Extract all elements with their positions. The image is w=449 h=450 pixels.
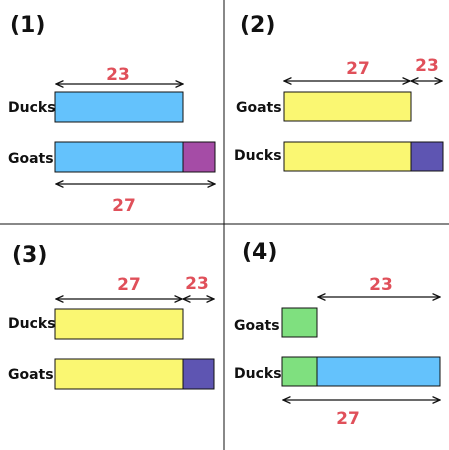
panel-4: (4) 23 Goats Ducks 27 (234, 240, 440, 429)
row-label: Ducks (234, 148, 282, 164)
bar-segment (410, 141, 444, 172)
bar-segment (54, 141, 184, 173)
row-label: Ducks (234, 366, 282, 382)
panel-2: (2) 27 23 Goats Ducks (234, 13, 444, 172)
row-label: Goats (8, 151, 54, 167)
row-label: Ducks (8, 100, 56, 116)
row-label: Goats (236, 100, 282, 116)
bar-segment (182, 358, 215, 390)
bar-segment (54, 91, 184, 123)
row-label: Goats (8, 367, 54, 383)
bar-segment (281, 356, 318, 387)
number-label: 23 (185, 274, 209, 294)
number-label: 27 (112, 196, 136, 216)
panel-label: (4) (242, 240, 277, 265)
bar-segment (283, 141, 412, 172)
number-label: 23 (369, 275, 393, 295)
panel-label: (1) (10, 13, 45, 38)
number-label: 27 (117, 275, 141, 295)
panel-3: (3) 27 23 Ducks Goats (8, 243, 215, 390)
bar-segment (283, 91, 412, 122)
number-label: 27 (346, 59, 370, 79)
number-label: 23 (415, 56, 439, 76)
bar-segment (281, 307, 318, 338)
panel-label: (2) (240, 13, 275, 38)
panel-label: (3) (12, 243, 47, 268)
row-label: Ducks (8, 316, 56, 332)
number-label: 23 (106, 65, 130, 85)
bar-segment (54, 308, 184, 340)
bar-segment (54, 358, 184, 390)
bar-segment (182, 141, 216, 173)
bar-segment (316, 356, 441, 387)
panel-1: (1) 23 Ducks Goats 27 (8, 13, 215, 216)
number-label: 27 (336, 409, 360, 429)
row-label: Goats (234, 318, 280, 334)
